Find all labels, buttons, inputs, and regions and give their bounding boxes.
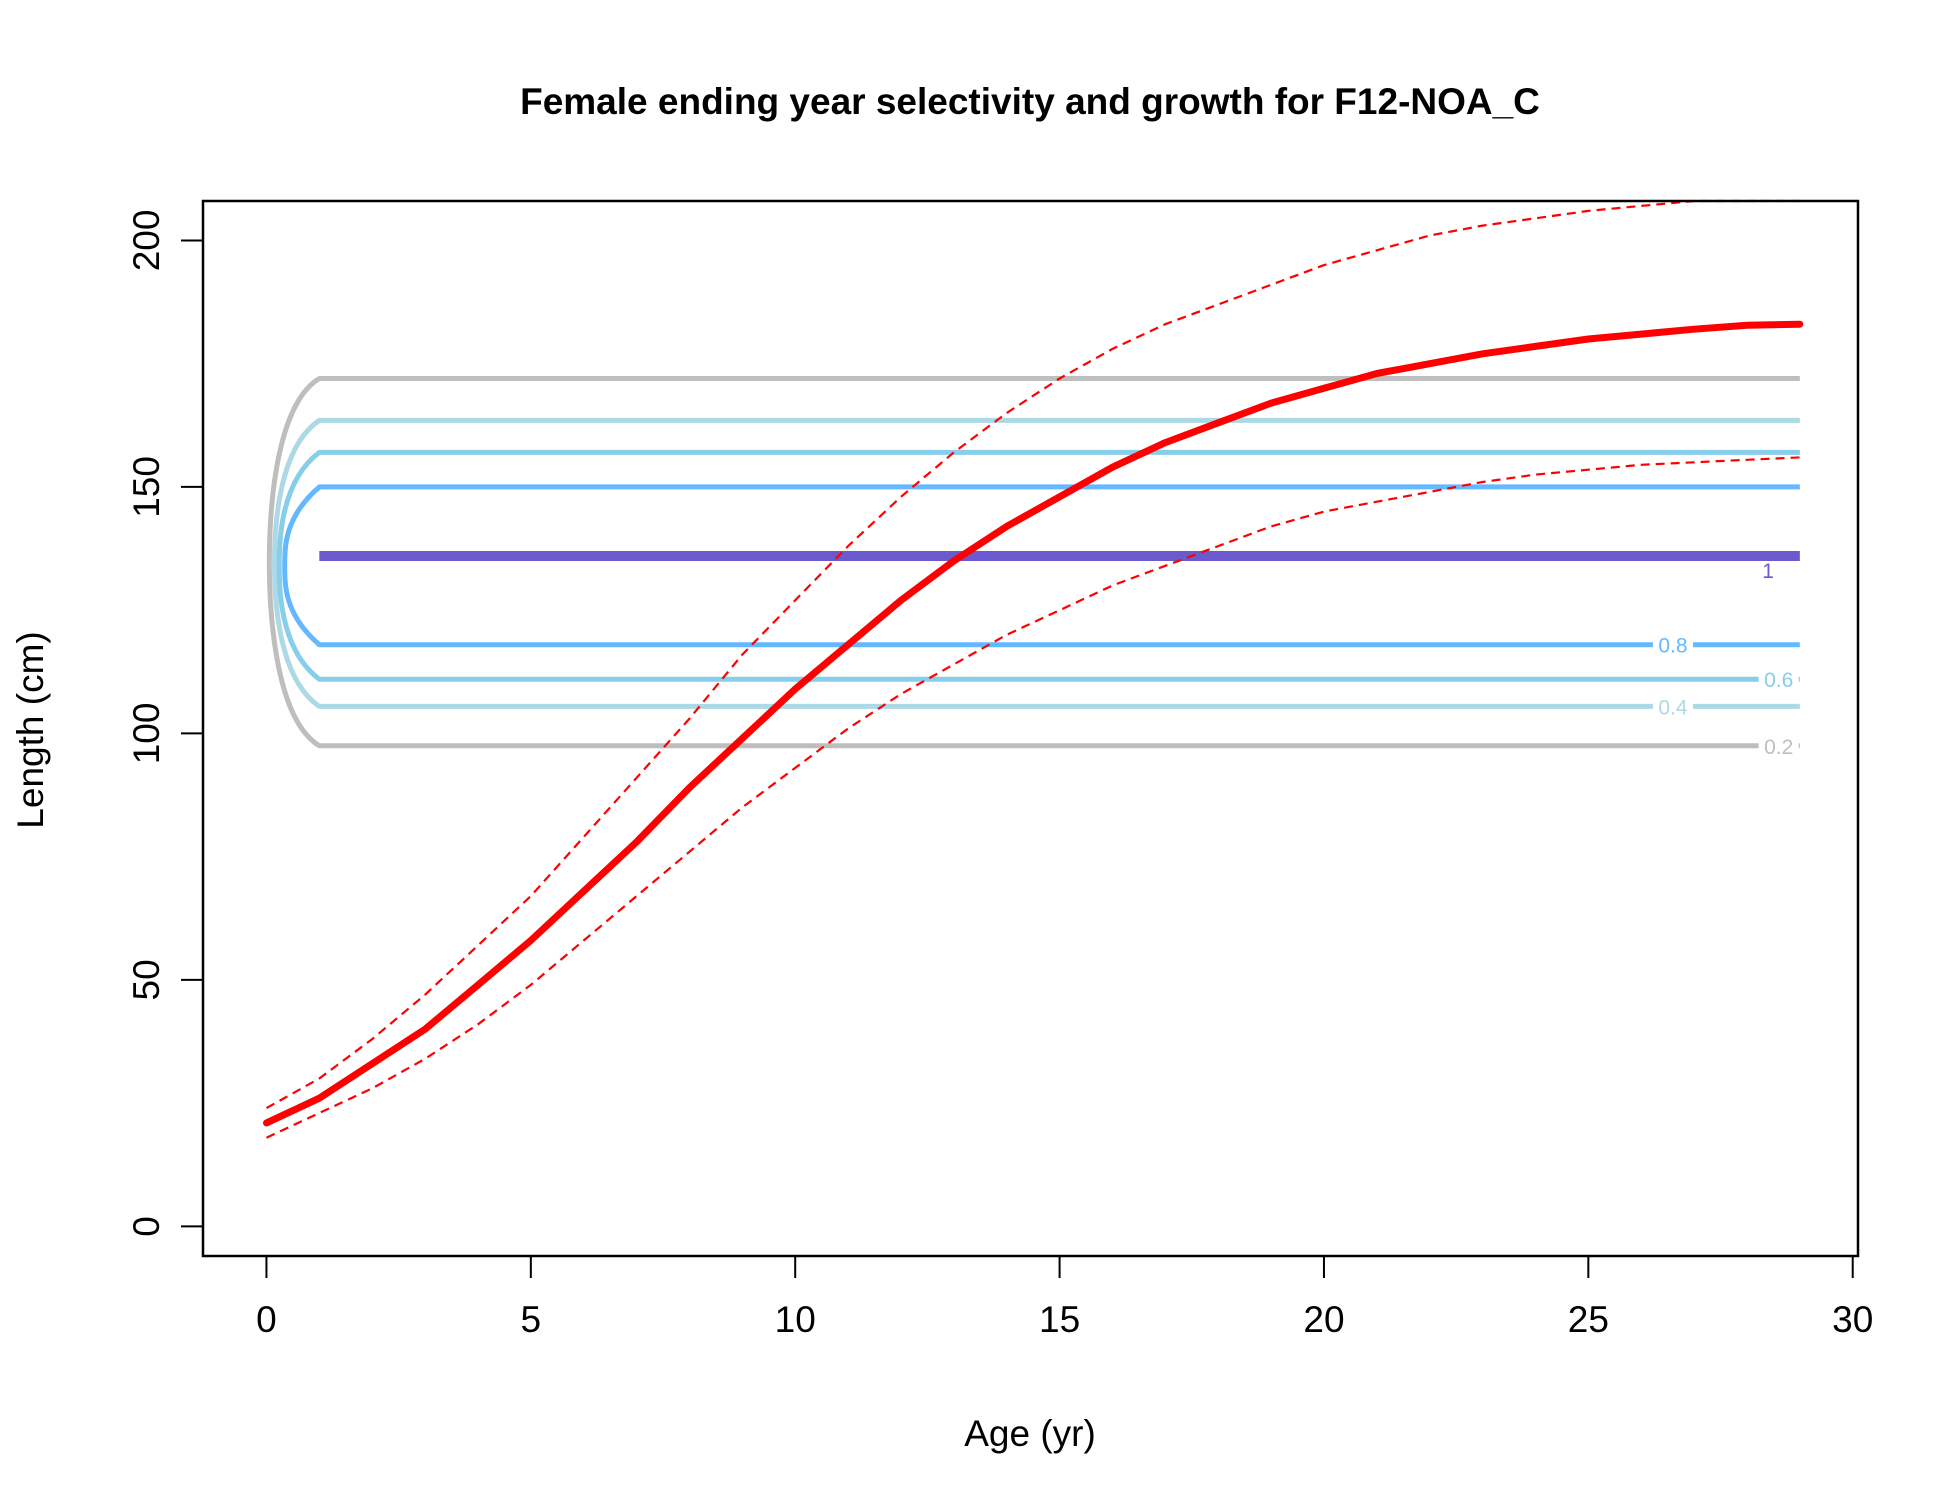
growth-lower-ci xyxy=(266,456,1800,1139)
x-tick-label: 0 xyxy=(256,1299,277,1340)
y-axis: 0 50 100 150 200 xyxy=(126,210,204,1237)
contour-label-0.6: 0.6 xyxy=(1764,669,1793,692)
contour-label-bg xyxy=(1758,667,1799,692)
x-axis-label: Age (yr) xyxy=(964,1413,1096,1454)
x-tick-label: 10 xyxy=(775,1299,816,1340)
y-axis-label: Length (cm) xyxy=(10,631,51,828)
contour-label-bg xyxy=(1652,694,1693,719)
x-tick-label: 15 xyxy=(1039,1299,1080,1340)
y-tick-label: 200 xyxy=(126,210,167,272)
contour-0.8 xyxy=(282,484,1800,648)
contour-label-0.8: 0.8 xyxy=(1658,635,1687,658)
x-axis: 0 5 10 15 20 25 30 xyxy=(256,1255,1873,1340)
y-tick-label: 0 xyxy=(126,1216,167,1237)
contour-label-bg xyxy=(1758,733,1799,758)
x-tick-label: 20 xyxy=(1303,1299,1344,1340)
growth-upper-ci xyxy=(265,199,1800,1110)
contour-0.2 xyxy=(266,375,1800,749)
y-tick-label: 150 xyxy=(126,456,167,518)
growth-curves xyxy=(263,199,1804,1139)
contour-label-0.4: 0.4 xyxy=(1658,696,1688,719)
x-tick-label: 30 xyxy=(1832,1299,1873,1340)
plot-frame xyxy=(201,199,1860,1258)
selectivity-contours: 0.2 0.4 0.6 0.8 1 xyxy=(266,375,1800,759)
contour-0.4 xyxy=(271,417,1800,709)
y-tick-label: 100 xyxy=(126,703,167,765)
x-tick-label: 25 xyxy=(1568,1299,1609,1340)
chart-title: Female ending year selectivity and growt… xyxy=(520,81,1540,122)
growth-mean xyxy=(263,320,1804,1127)
y-tick-label: 50 xyxy=(126,959,167,1000)
contour-label-bg xyxy=(1652,632,1693,657)
contour-label-1: 1 xyxy=(1762,560,1774,583)
contour-label-0.2: 0.2 xyxy=(1764,736,1793,759)
x-tick-label: 5 xyxy=(521,1299,542,1340)
contour-0.6 xyxy=(276,449,1800,682)
